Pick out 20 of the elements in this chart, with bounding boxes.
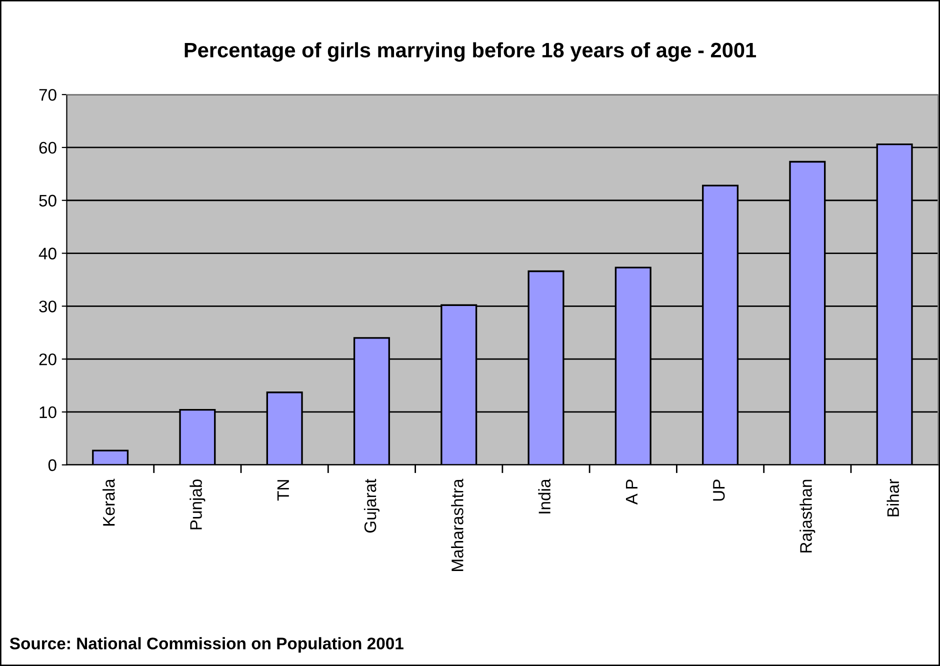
y-tick-label: 50 <box>39 194 56 207</box>
x-tick-label: Gujarat <box>364 478 380 533</box>
x-tick-label: Rajasthan <box>800 480 816 552</box>
x-tick-label: A P <box>626 480 638 505</box>
x-tick-label: India <box>538 478 550 514</box>
x-tick-label: UP <box>713 480 725 501</box>
x-tick-label: TN <box>277 480 289 501</box>
x-tick-label: Punjab <box>190 479 206 530</box>
y-tick-label: 60 <box>39 142 56 154</box>
x-tick-label: Kerala <box>102 478 115 526</box>
y-tick-label: 70 <box>39 88 56 101</box>
y-tick-label: 40 <box>38 248 56 260</box>
x-tick-label: Maharashtra <box>451 478 464 571</box>
x-tick-label: Bihar <box>886 479 900 516</box>
y-tick-label: 20 <box>39 353 56 366</box>
y-tick-label: 10 <box>40 406 56 418</box>
source-note: Source: National Commission on Population 2001 <box>10 637 404 653</box>
chart-title: Percentage of girls marrying before 18 years of age - 2001 <box>184 42 756 62</box>
y-tick-label: 30 <box>39 300 56 312</box>
y-tick-label: 0 <box>48 459 56 472</box>
